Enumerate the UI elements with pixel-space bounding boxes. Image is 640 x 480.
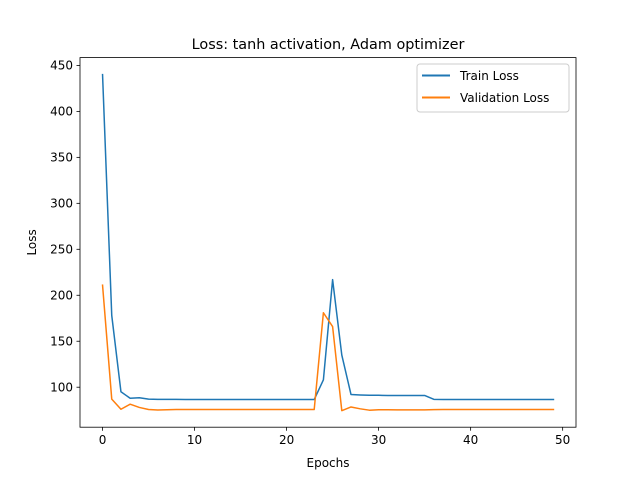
plot-frame xyxy=(79,57,577,428)
x-axis-title: Epochs xyxy=(307,456,350,470)
y-tick-label: 400 xyxy=(50,105,73,119)
y-tick-label: 150 xyxy=(50,335,73,349)
x-tick-label: 20 xyxy=(279,433,294,447)
y-axis-title: Loss xyxy=(25,229,39,255)
legend-box xyxy=(416,63,570,113)
legend-label-train-loss: Train Loss xyxy=(459,69,519,83)
y-tick-label: 450 xyxy=(50,59,73,73)
y-tick-label: 350 xyxy=(50,151,73,165)
x-tick-label: 10 xyxy=(187,433,202,447)
chart-title: Loss: tanh activation, Adam optimizer xyxy=(192,37,465,53)
legend: Train Loss Validation Loss xyxy=(416,63,570,113)
series-layer xyxy=(101,73,555,412)
series-line-validation-loss xyxy=(101,284,555,412)
x-tick-label: 30 xyxy=(371,433,386,447)
y-tick-label: 100 xyxy=(50,381,73,395)
y-tick-label: 250 xyxy=(50,243,73,257)
legend-label-validation-loss: Validation Loss xyxy=(460,91,549,105)
series-line-train-loss xyxy=(101,73,555,401)
y-tick-label: 200 xyxy=(50,289,73,303)
y-tick-label: 300 xyxy=(50,197,73,211)
x-tick-label: 40 xyxy=(463,433,478,447)
x-tick-label: 50 xyxy=(555,433,570,447)
x-tick-label: 0 xyxy=(99,433,107,447)
y-axis: 100 150 200 250 300 350 400 450 xyxy=(50,59,80,395)
x-axis: 0 10 20 30 40 50 xyxy=(99,427,570,447)
